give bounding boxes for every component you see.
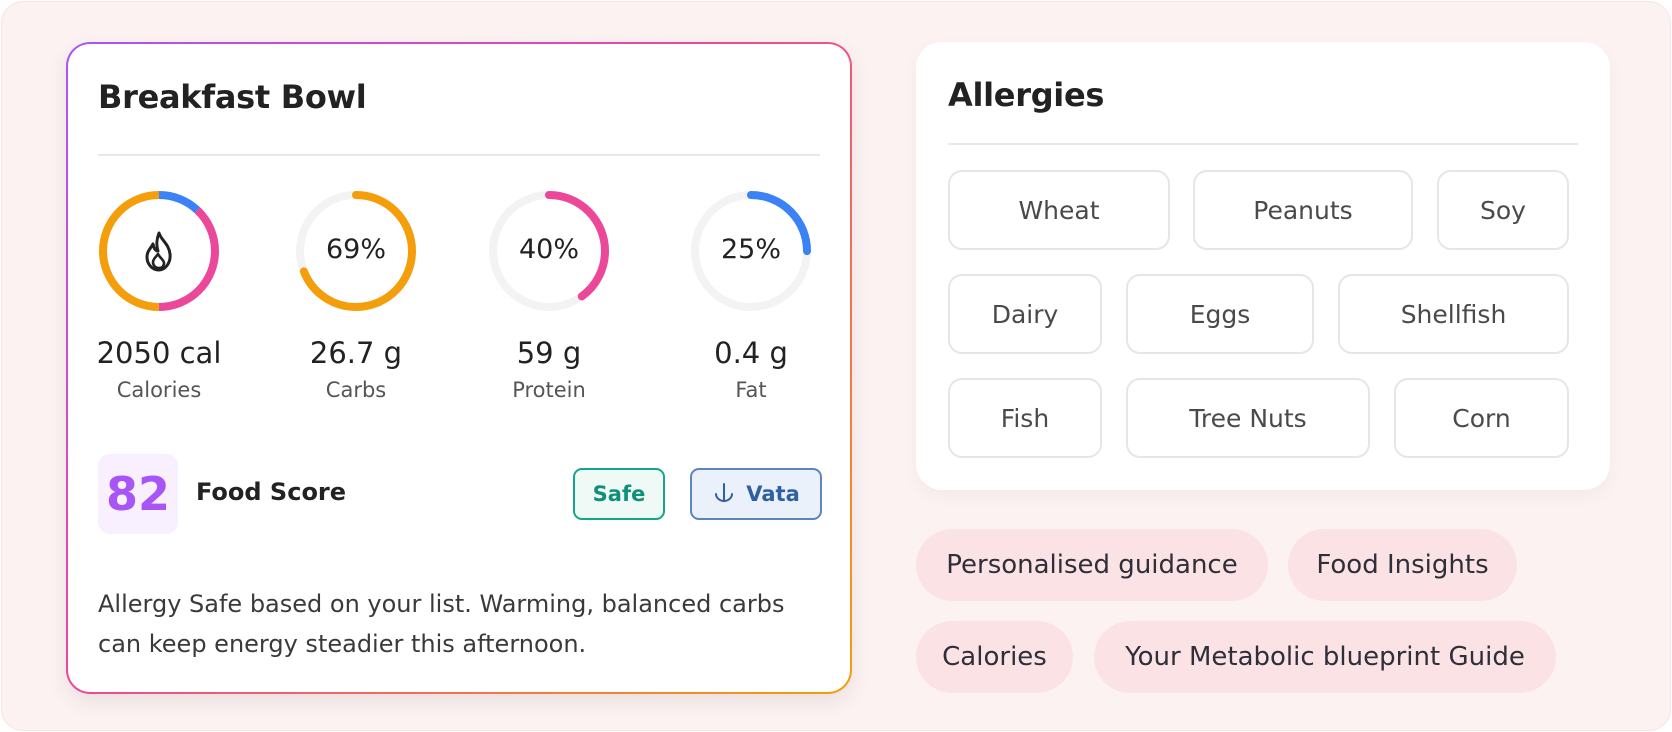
allergy-chip-shellfish[interactable]: Shellfish <box>1338 274 1569 354</box>
allergies-divider <box>948 143 1578 145</box>
calories-link[interactable]: Calories <box>916 621 1073 693</box>
anchor-icon <box>712 480 736 509</box>
fat-ring <box>691 191 811 311</box>
calories-ring-segment-1 <box>99 191 219 311</box>
carbs-ring <box>296 191 416 311</box>
meal-description: Allergy Safe based on your list. Warming… <box>98 590 785 658</box>
ring-percent: 25% <box>720 234 781 265</box>
ring-percent: 40% <box>518 234 579 265</box>
macro-name: Calories <box>116 378 202 402</box>
protein-ring <box>489 191 609 311</box>
vata-badge-label: Vata <box>746 482 800 506</box>
food-score-value: 82 <box>98 454 178 534</box>
meal-title: Breakfast Bowl <box>98 78 367 116</box>
ring-percent: 69% <box>325 234 386 265</box>
allergy-chip-fish[interactable]: Fish <box>948 378 1102 458</box>
macro-carbs: 69% 26.7 g Carbs <box>286 186 426 402</box>
meal-card: Breakfast Bowl 2050 cal <box>66 42 852 694</box>
allergy-chip-soy[interactable]: Soy <box>1437 170 1569 250</box>
allergy-chip-dairy[interactable]: Dairy <box>948 274 1102 354</box>
metabolic-blueprint-guide-link[interactable]: Your Metabolic blueprint Guide <box>1094 621 1556 693</box>
protein-ring-progress <box>489 191 609 311</box>
allergy-chip-corn[interactable]: Corn <box>1394 378 1569 458</box>
macro-name: Protein <box>512 378 586 402</box>
allergies-card: Allergies Wheat Peanuts Soy Dairy Eggs S… <box>916 42 1610 490</box>
macro-value: 59 g <box>516 336 582 370</box>
food-insights-link[interactable]: Food Insights <box>1288 529 1517 601</box>
allergy-chip-tree-nuts[interactable]: Tree Nuts <box>1126 378 1370 458</box>
personalised-guidance-link[interactable]: Personalised guidance <box>916 529 1268 601</box>
macro-name: Carbs <box>325 378 387 402</box>
carbs-ring-progress <box>296 191 416 311</box>
macro-fat: 25% 0.4 g Fat <box>681 186 821 402</box>
calories-ring <box>99 191 219 311</box>
allergies-title: Allergies <box>948 76 1105 114</box>
macro-value: 2050 cal <box>96 336 222 370</box>
fat-ring-progress <box>691 191 811 311</box>
flame-icon <box>139 230 179 274</box>
food-score-label: Food Score <box>196 478 347 506</box>
allergy-chip-wheat[interactable]: Wheat <box>948 170 1170 250</box>
macro-calories: 2050 cal Calories <box>89 186 229 402</box>
macro-protein: 40% 59 g Protein <box>479 186 619 402</box>
safe-badge[interactable]: Safe <box>573 468 665 520</box>
macro-value: 26.7 g <box>309 336 403 370</box>
meal-divider <box>98 154 820 156</box>
macro-value: 0.4 g <box>714 336 788 370</box>
calories-ring-segment-2 <box>99 191 219 311</box>
allergy-chip-peanuts[interactable]: Peanuts <box>1193 170 1413 250</box>
allergy-chip-eggs[interactable]: Eggs <box>1126 274 1314 354</box>
macro-name: Fat <box>735 378 767 402</box>
vata-badge[interactable]: Vata <box>690 468 822 520</box>
